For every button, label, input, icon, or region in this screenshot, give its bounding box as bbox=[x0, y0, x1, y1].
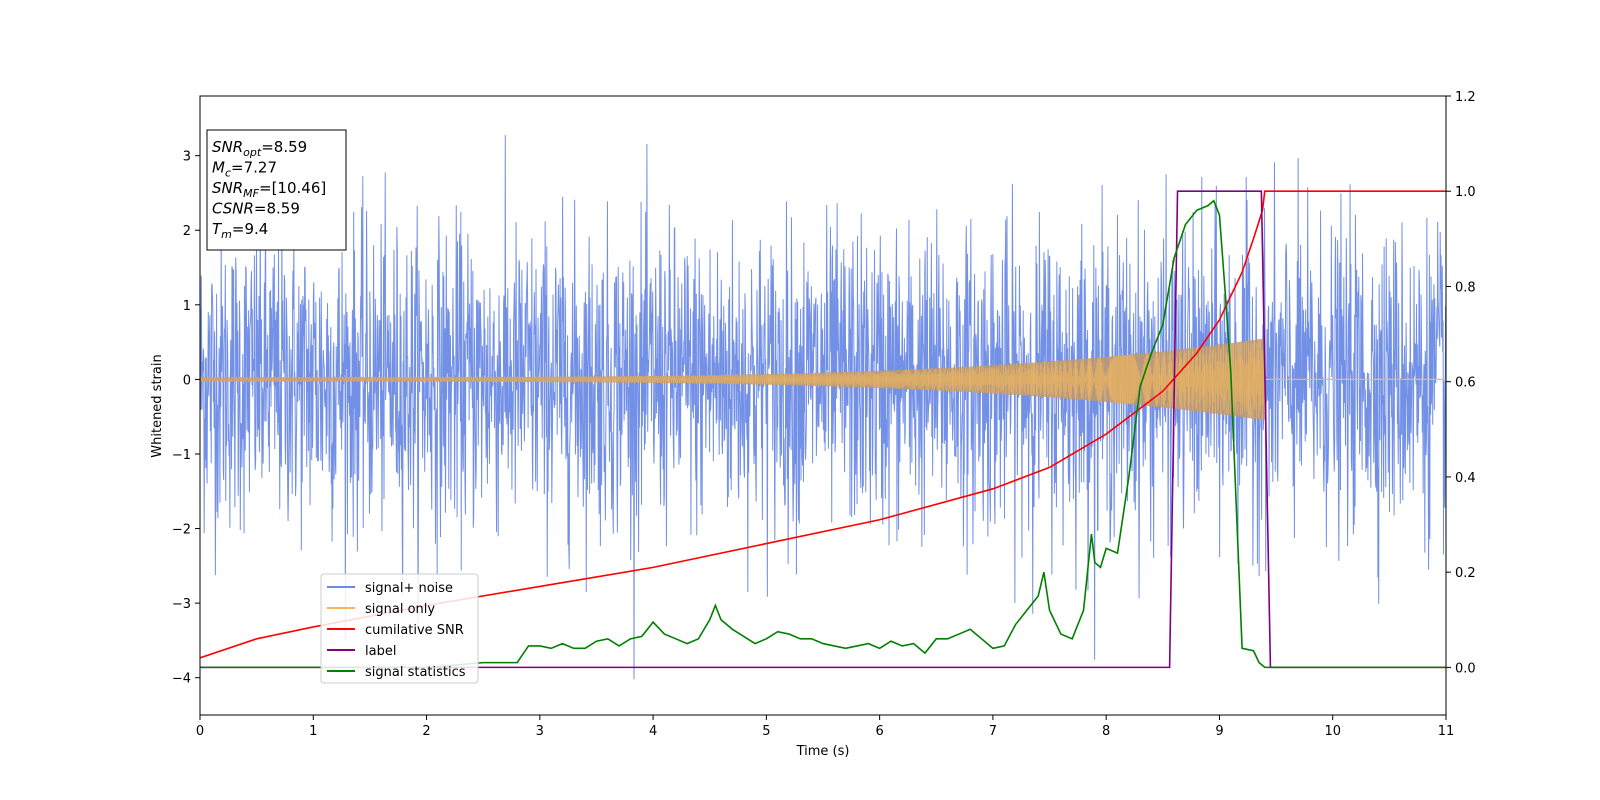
y-tick-label: 0 bbox=[183, 373, 191, 388]
signal-statistics-line bbox=[200, 199, 1446, 669]
legend-label: signal+ noise bbox=[365, 581, 453, 596]
info-box-line: CSNR=8.59 bbox=[212, 200, 300, 218]
x-tick-label: 8 bbox=[1102, 724, 1110, 739]
y2-tick-label: 1.0 bbox=[1455, 185, 1476, 200]
x-tick-label: 0 bbox=[196, 724, 204, 739]
y-axis-ticks: −4 −3 −2 −1 0 1 2 3 bbox=[172, 150, 200, 687]
info-box-line: SNRMF=[10.46] bbox=[212, 179, 326, 200]
signal-only-envelope bbox=[200, 338, 1265, 421]
series-signal-only bbox=[200, 338, 1446, 421]
x-tick-label: 1 bbox=[309, 724, 317, 739]
x-tick-label: 3 bbox=[536, 724, 544, 739]
legend: signal+ noise signal only cumilative SNR la… bbox=[320, 573, 479, 684]
y2-tick-label: 0.6 bbox=[1455, 376, 1476, 391]
x-tick-label: 5 bbox=[762, 724, 770, 739]
y-tick-label: −2 bbox=[172, 523, 191, 538]
info-box-line: Mc=7.27 bbox=[212, 159, 277, 180]
x-axis-label: Time (s) bbox=[796, 744, 850, 759]
info-box-frame bbox=[206, 129, 347, 251]
info-box: SNRopt=8.59Mc=7.27SNRMF=[10.46]CSNR=8.59… bbox=[206, 129, 347, 251]
y-axis-label: Whitened strain bbox=[150, 354, 165, 457]
y-tick-label: 3 bbox=[183, 150, 191, 165]
y2-tick-label: 0.8 bbox=[1455, 280, 1476, 295]
legend-frame bbox=[320, 573, 479, 684]
x-tick-label: 4 bbox=[649, 724, 657, 739]
y2-tick-label: 1.2 bbox=[1455, 90, 1476, 105]
y2-axis-ticks: 0.0 0.2 0.4 0.6 0.8 1.0 1.2 bbox=[1446, 90, 1476, 676]
info-box-line: SNRopt=8.59 bbox=[212, 138, 307, 159]
legend-label: label bbox=[365, 644, 396, 659]
signal-only-line bbox=[200, 338, 1266, 421]
y-tick-label: −3 bbox=[172, 597, 191, 612]
x-tick-label: 7 bbox=[989, 724, 997, 739]
x-tick-label: 10 bbox=[1324, 724, 1341, 739]
y-tick-label: −4 bbox=[172, 672, 191, 687]
y2-tick-label: 0.2 bbox=[1455, 566, 1476, 581]
x-tick-label: 6 bbox=[875, 724, 883, 739]
legend-label: cumilative SNR bbox=[365, 623, 464, 638]
y-tick-label: 2 bbox=[183, 224, 191, 239]
x-axis-ticks: 0 1 2 3 4 5 6 7 8 9 10 11 bbox=[196, 715, 1454, 739]
y2-tick-label: 0.0 bbox=[1455, 661, 1476, 676]
x-tick-label: 2 bbox=[422, 724, 430, 739]
plot-frame bbox=[199, 95, 1447, 716]
legend-label: signal only bbox=[365, 602, 435, 617]
y2-tick-label: 0.4 bbox=[1455, 471, 1476, 486]
x-tick-label: 11 bbox=[1438, 724, 1455, 739]
y-tick-label: 1 bbox=[183, 299, 191, 314]
y-tick-label: −1 bbox=[172, 448, 191, 463]
x-tick-label: 9 bbox=[1215, 724, 1223, 739]
info-box-line: Tm=9.4 bbox=[212, 220, 268, 241]
legend-label: signal statistics bbox=[365, 665, 466, 680]
